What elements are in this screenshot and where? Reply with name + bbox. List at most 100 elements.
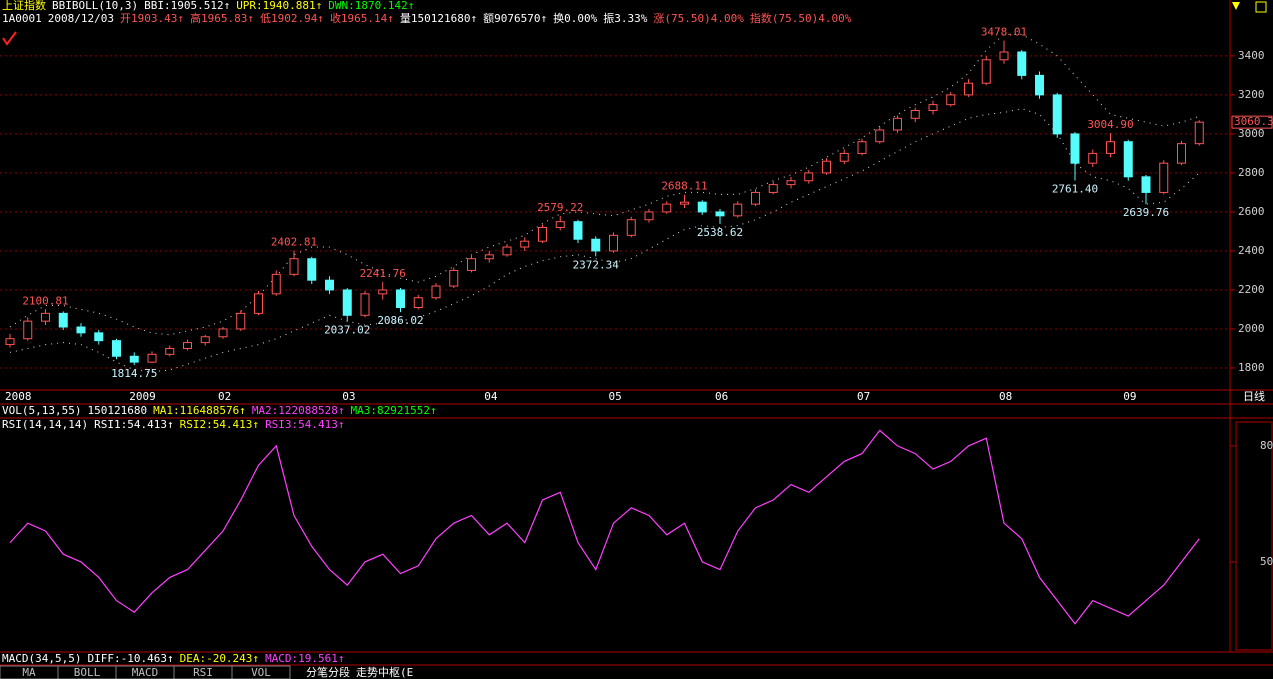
x-tick-label: 2009	[129, 390, 156, 403]
candle-body	[325, 279, 334, 291]
candle-body	[626, 219, 636, 236]
y-tick-label: 3200	[1238, 88, 1265, 101]
candle-body	[1106, 141, 1115, 154]
candle-body	[200, 336, 210, 344]
candle-body	[112, 340, 121, 357]
candle-body	[94, 332, 104, 342]
candle-body	[5, 338, 15, 346]
tab-label[interactable]: MACD	[132, 666, 159, 679]
candle-body	[555, 221, 565, 229]
candle-body	[946, 94, 956, 106]
period-label: 日线	[1243, 389, 1265, 403]
candle-body	[1070, 133, 1080, 164]
vol-text: MA3:82921552↑	[351, 404, 437, 417]
low-label: 1814.75	[111, 367, 157, 380]
macd-text: MACD(34,5,5)	[2, 652, 81, 665]
candle-body	[822, 160, 831, 174]
info-text: 1A0001	[2, 12, 42, 25]
header-text: UPR:1940.881↑	[236, 0, 322, 12]
macd-text: DEA:-20.243↑	[180, 652, 259, 665]
high-label: 2688.11	[661, 180, 707, 193]
candle-body	[609, 234, 618, 252]
low-label: 2761.40	[1052, 182, 1098, 195]
candle-body	[893, 117, 902, 131]
candle-body	[1035, 74, 1044, 96]
candle-body	[928, 104, 938, 112]
candle-body	[396, 289, 405, 308]
info-text: 涨(75.50)4.00%	[653, 12, 744, 25]
band-line	[9, 108, 1200, 373]
header-text: BBIBOLL(10,3)	[52, 0, 138, 12]
high-label: 2579.22	[537, 201, 583, 214]
info-text: 指数(75.50)4.00%	[750, 11, 852, 25]
candle-body	[804, 172, 814, 182]
info-text: 振3.33%	[603, 11, 647, 25]
candle-body	[981, 59, 991, 84]
candle-body	[786, 180, 796, 186]
low-label: 2639.76	[1123, 206, 1169, 219]
macd-text: MACD:19.561↑	[265, 652, 344, 665]
tab-label[interactable]: RSI	[193, 666, 213, 679]
tab-label[interactable]: BOLL	[74, 666, 101, 679]
candle-body	[538, 227, 547, 242]
y-tick-label: 50	[1260, 555, 1273, 568]
rsi-line	[9, 429, 1200, 625]
candle-body	[1123, 141, 1133, 178]
candle-body	[342, 289, 352, 316]
candle-body	[129, 355, 139, 363]
x-tick-label: 02	[218, 390, 231, 403]
y-tick-label: 2000	[1238, 322, 1265, 335]
high-label: 2241.76	[360, 267, 406, 280]
candle-body	[1052, 94, 1062, 135]
x-tick-label: 04	[484, 390, 498, 403]
y-tick-label: 1800	[1238, 361, 1265, 374]
x-tick-label: 08	[999, 390, 1012, 403]
candle-body	[183, 342, 192, 349]
tab-label[interactable]: VOL	[251, 666, 271, 679]
candle-body	[307, 258, 317, 281]
vol-text: 150121680	[87, 404, 147, 417]
candle-body	[502, 246, 512, 256]
header-text: BBI:1905.512↑	[144, 0, 230, 12]
candle-body	[413, 297, 423, 308]
info-text: 换0.00%	[553, 11, 597, 25]
candle-body	[751, 191, 760, 205]
y-tick-label: 2600	[1238, 205, 1265, 218]
candle-body	[573, 221, 583, 240]
tab-label[interactable]: MA	[22, 666, 36, 679]
candle-body	[1088, 152, 1098, 164]
vol-text: VOL(5,13,55)	[2, 404, 81, 417]
header-text: 上证指数	[2, 0, 46, 12]
x-tick-label: 2008	[5, 390, 32, 403]
info-text: 量150121680↑	[400, 12, 477, 25]
candle-body	[236, 312, 246, 330]
candle-body	[910, 110, 920, 119]
candle-body	[271, 273, 281, 295]
scroll-icon[interactable]	[1232, 2, 1240, 10]
candle-body	[165, 347, 175, 355]
candle-body	[449, 269, 459, 287]
candle-body	[875, 129, 885, 143]
tab[interactable]	[231, 665, 291, 679]
candle-body	[1141, 176, 1151, 193]
candle-body	[999, 51, 1009, 61]
vol-text: MA1:116488576↑	[153, 404, 246, 417]
candle-body	[715, 211, 725, 217]
x-tick-label: 03	[342, 390, 355, 403]
x-tick-label: 06	[715, 390, 728, 403]
y-tick-label: 80	[1260, 439, 1273, 452]
high-label: 2100.81	[22, 294, 68, 307]
info-text: 额9076570↑	[483, 12, 547, 25]
candle-body	[644, 211, 654, 221]
candle-body	[41, 312, 50, 322]
y-tick-label: 3000	[1238, 127, 1265, 140]
candle-body	[147, 353, 157, 363]
menu-icon[interactable]	[1255, 1, 1267, 13]
candle-body	[254, 293, 263, 314]
high-label: 2402.81	[271, 235, 317, 248]
check-icon	[2, 31, 17, 46]
tool-label: 走势中枢(E	[356, 665, 413, 679]
high-label: 3478.01	[981, 26, 1027, 39]
